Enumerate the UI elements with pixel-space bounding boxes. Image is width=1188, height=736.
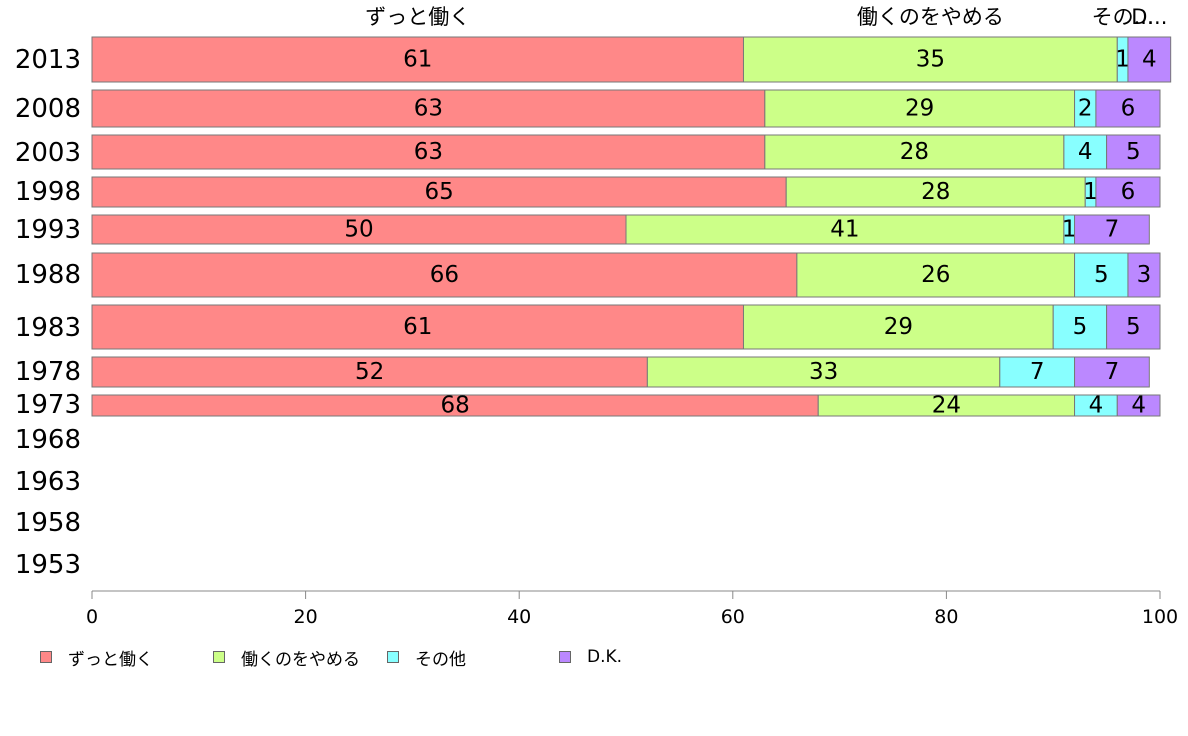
bar-segment xyxy=(1106,304,1161,350)
year-label: 1983 xyxy=(15,313,81,343)
bar-value-label: 68 xyxy=(440,393,469,419)
legend-item-zutto: ずっと働く xyxy=(40,646,153,670)
legend-label: D.K. xyxy=(587,647,623,667)
bar-value-label: 7 xyxy=(1105,217,1120,243)
bar-segment xyxy=(1116,394,1161,417)
bar-value-label: 7 xyxy=(1030,359,1045,385)
bar-value-label: 35 xyxy=(916,47,945,73)
bar-value-label: 4 xyxy=(1089,393,1104,419)
bar-value-label: 41 xyxy=(830,217,859,243)
bar-value-label: 4 xyxy=(1142,47,1157,73)
bar-value-label: 6 xyxy=(1121,179,1136,205)
bar-segment xyxy=(1074,356,1150,388)
year-label: 1973 xyxy=(15,390,81,420)
year-label: 1988 xyxy=(15,260,81,290)
bar-value-label: 5 xyxy=(1073,314,1088,340)
bar-segment xyxy=(1095,176,1161,208)
year-label: 1978 xyxy=(15,357,81,387)
legend-label: その他 xyxy=(415,649,466,670)
bar-value-label: 1 xyxy=(1062,217,1077,243)
bar-value-label: 61 xyxy=(403,47,432,73)
bar-segment xyxy=(742,304,1054,350)
bar-value-label: 6 xyxy=(1121,96,1136,122)
year-label: 1993 xyxy=(15,215,81,245)
bar-segment xyxy=(764,134,1065,170)
bar-segment xyxy=(91,36,744,83)
bar-value-label: 5 xyxy=(1126,314,1141,340)
bar-segment xyxy=(764,89,1076,128)
legend-swatch xyxy=(559,651,571,663)
year-label: 2013 xyxy=(15,45,81,75)
bar-value-label: 50 xyxy=(344,217,373,243)
year-label: 1963 xyxy=(15,467,81,497)
legend-item-dk: D.K. xyxy=(559,646,622,668)
x-axis: 0 20 40 60 80 100 xyxy=(86,590,1178,628)
bar-segment xyxy=(1095,89,1161,128)
bar-value-label: 1 xyxy=(1115,47,1130,73)
legend-swatch xyxy=(40,651,52,663)
bar-value-label: 33 xyxy=(809,359,838,385)
bar-value-label: 28 xyxy=(900,139,929,165)
bar-value-label: 61 xyxy=(403,314,432,340)
bar-value-label: 5 xyxy=(1126,139,1141,165)
series-top-label: D... xyxy=(1131,5,1167,29)
bar-value-label: 1 xyxy=(1083,179,1098,205)
bar-value-label: 3 xyxy=(1137,262,1152,288)
legend-swatch xyxy=(387,651,399,663)
bars-group: 61 35 1 463 29 2 663 28 4 565 28 1 650 41 1 766 26 5 361 29… xyxy=(91,36,1172,419)
bar-value-label: 65 xyxy=(424,179,453,205)
x-tick-label: 20 xyxy=(294,606,318,628)
legend-label: ずっと働く xyxy=(68,649,153,670)
year-label: 1953 xyxy=(15,550,81,580)
bar-segment xyxy=(91,304,744,350)
series-top-label: その... xyxy=(1092,5,1154,29)
year-label: 1998 xyxy=(15,177,81,207)
year-label: 2003 xyxy=(15,138,81,168)
bar-value-label: 7 xyxy=(1105,359,1120,385)
year-label: 1958 xyxy=(15,508,81,538)
bar-value-label: 26 xyxy=(921,262,950,288)
bar-segment xyxy=(742,36,1118,83)
bar-value-label: 28 xyxy=(921,179,950,205)
series-top-label: 働くのをやめる xyxy=(857,5,1004,29)
bar-segment xyxy=(1074,252,1129,298)
legend-swatch xyxy=(213,651,225,663)
bar-value-label: 63 xyxy=(414,139,443,165)
x-tick-label: 0 xyxy=(86,606,98,628)
x-tick-label: 100 xyxy=(1142,606,1178,628)
series-top-labels: ずっと働く 働くのをやめる その...D... xyxy=(365,5,1167,29)
bar-segment xyxy=(1127,252,1161,298)
bar-value-label: 5 xyxy=(1094,262,1109,288)
legend-item-sonota: その他 xyxy=(387,646,466,670)
bar-segment xyxy=(1127,36,1172,83)
legend-label: 働くのをやめる xyxy=(241,649,360,670)
bar-value-label: 4 xyxy=(1078,139,1093,165)
bar-segment xyxy=(999,356,1076,388)
bar-value-label: 52 xyxy=(355,359,384,385)
bar-segment xyxy=(91,252,798,298)
bar-value-label: 2 xyxy=(1078,96,1093,122)
bar-segment xyxy=(1074,214,1150,245)
year-label: 1968 xyxy=(15,425,81,455)
bar-segment xyxy=(1106,134,1161,170)
series-top-label: ずっと働く xyxy=(365,5,470,29)
legend-item-yameru: 働くのをやめる xyxy=(213,646,360,670)
x-tick-label: 60 xyxy=(721,606,745,628)
bar-segment xyxy=(796,252,1076,298)
x-tick-label: 40 xyxy=(507,606,531,628)
bar-value-label: 4 xyxy=(1131,393,1146,419)
x-tick-label: 80 xyxy=(934,606,958,628)
bar-value-label: 66 xyxy=(430,262,459,288)
bar-value-label: 29 xyxy=(905,96,934,122)
legend: ずっと働く 働くのをやめる その他 D.K. xyxy=(40,646,740,670)
year-label: 2008 xyxy=(15,94,81,124)
bar-value-label: 29 xyxy=(884,314,913,340)
bar-segment xyxy=(1052,304,1108,350)
bar-segment xyxy=(646,356,1001,388)
bar-value-label: 24 xyxy=(932,393,961,419)
bar-value-label: 63 xyxy=(414,96,443,122)
bar-segment xyxy=(785,176,1086,208)
